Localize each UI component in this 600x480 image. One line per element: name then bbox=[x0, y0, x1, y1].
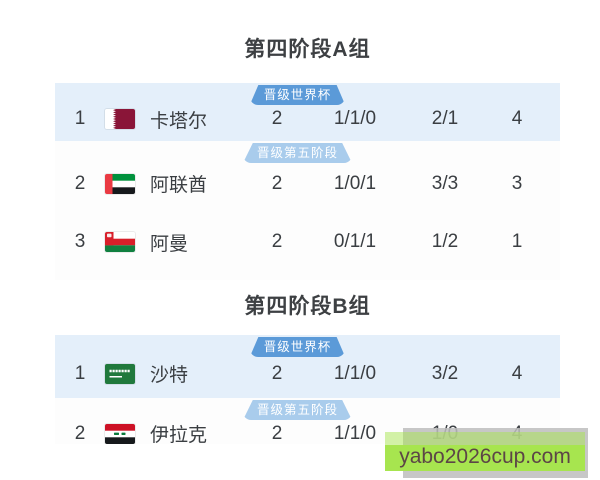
promotion-badge: 晋级第五阶段 bbox=[242, 400, 352, 420]
row-content: 1 卡塔尔 2 1/1/0 2/1 4 bbox=[55, 105, 560, 141]
uae-flag-icon bbox=[105, 173, 135, 194]
points-label: 1 bbox=[511, 231, 523, 252]
promotion-badge: 晋级世界杯 bbox=[249, 337, 346, 357]
rank-label: 1 bbox=[74, 362, 86, 384]
rank-label: 1 bbox=[74, 108, 86, 129]
iraq-flag-icon bbox=[105, 423, 135, 444]
win-draw-loss: 1/1/0 bbox=[333, 362, 377, 384]
group-a-title: 第四阶段A组 bbox=[244, 38, 371, 61]
oman-flag-icon bbox=[105, 232, 135, 252]
goals-for-against: 3/2 bbox=[431, 362, 459, 384]
goals-for-against: 3/3 bbox=[431, 172, 459, 194]
win-draw-loss: 0/1/1 bbox=[333, 231, 377, 252]
goals-for-against: 1/2 bbox=[431, 231, 459, 252]
table-row-qatar[interactable]: 晋级世界杯 1 卡塔尔 2 1/1/0 2/1 4 bbox=[55, 83, 560, 141]
group-b-title: 第四阶段B组 bbox=[244, 295, 371, 318]
table-row-saudi[interactable]: 晋级世界杯 1 沙特 2 1/1/0 3/2 4 bbox=[55, 335, 560, 398]
matches-played: 2 bbox=[271, 362, 283, 384]
matches-played: 2 bbox=[271, 172, 283, 194]
win-draw-loss: 1/0/1 bbox=[333, 172, 377, 194]
team-name: 阿曼 bbox=[150, 233, 189, 255]
rank-label: 3 bbox=[74, 231, 86, 252]
matches-played: 2 bbox=[271, 231, 283, 252]
qatar-flag-icon bbox=[105, 109, 135, 129]
watermark-text: yabo2026cup.com bbox=[399, 445, 571, 468]
row-content: 3 阿曼 2 0/1/1 1/2 1 bbox=[55, 212, 560, 280]
promotion-badge: 晋级世界杯 bbox=[249, 85, 346, 105]
team-name: 阿联酋 bbox=[150, 175, 208, 196]
matches-played: 2 bbox=[271, 422, 283, 444]
promotion-badge: 晋级第五阶段 bbox=[242, 143, 352, 163]
matches-played: 2 bbox=[271, 108, 283, 129]
goals-for-against: 2/1 bbox=[431, 108, 459, 129]
saudi-arabia-flag-icon bbox=[105, 363, 135, 384]
rank-label: 2 bbox=[74, 172, 86, 194]
points-label: 4 bbox=[511, 108, 523, 129]
team-name: 卡塔尔 bbox=[150, 110, 208, 132]
team-name: 沙特 bbox=[150, 365, 189, 386]
watermark-link[interactable]: yabo2026cup.com bbox=[385, 432, 585, 471]
table-row-oman[interactable]: 3 阿曼 2 0/1/1 1/2 1 bbox=[55, 212, 560, 280]
points-label: 4 bbox=[511, 362, 523, 384]
rank-label: 2 bbox=[74, 422, 86, 444]
row-content: 1 沙特 2 1/1/0 3/2 4 bbox=[55, 357, 560, 398]
table-row-uae[interactable]: 晋级第五阶段 2 阿联酋 2 1/0/1 3/3 3 bbox=[55, 141, 560, 212]
points-label: 3 bbox=[511, 172, 523, 194]
win-draw-loss: 1/1/0 bbox=[333, 108, 377, 129]
win-draw-loss: 1/1/0 bbox=[333, 422, 377, 444]
row-content: 2 阿联酋 2 1/0/1 3/3 3 bbox=[55, 163, 560, 212]
team-name: 伊拉克 bbox=[150, 425, 208, 446]
